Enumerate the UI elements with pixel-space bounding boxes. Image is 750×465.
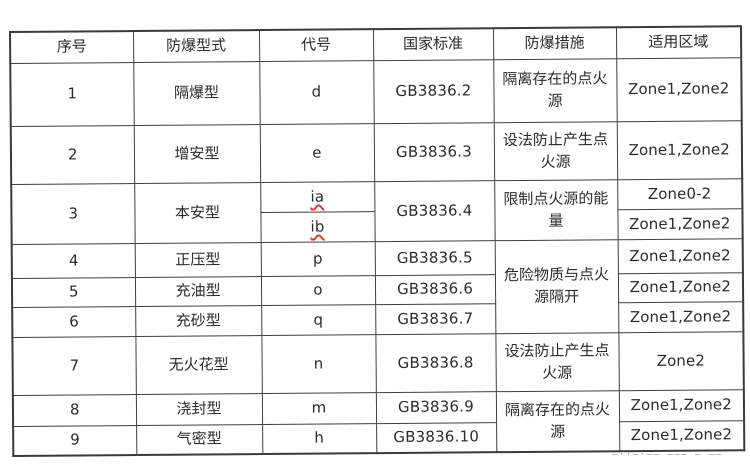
cell-code: h (262, 423, 377, 455)
cell-zones: Zone1,Zone2 (618, 301, 744, 333)
cell-type: 充油型 (134, 276, 262, 307)
cell-standard: GB3836.8 (375, 333, 496, 393)
table-row: 2 增安型 e GB3836.3 设法防止产生点火源 Zone1,Zone2 (10, 120, 743, 185)
cell-index: 8 (12, 394, 137, 427)
cell-zones: Zone1,Zone2 (619, 420, 745, 452)
cell-zones: Zone2 (618, 331, 744, 391)
cell-index: 9 (13, 425, 137, 456)
cell-measure: 设法防止产生点火源 (495, 332, 619, 392)
spellcheck-underline-text: ib (310, 217, 325, 236)
cell-index: 5 (11, 277, 136, 308)
cell-measure-merged: 隔离存在的点火源 (495, 390, 620, 453)
table-row: 4 正压型 p GB3836.5 危险物质与点火源隔开 Zone1,Zone2 (11, 238, 743, 334)
cell-zones: Zone1,Zone2 (616, 120, 743, 180)
cell-code: o (260, 275, 376, 306)
cell-zones-ia: Zone0-2 (617, 178, 743, 210)
cell-code: q (261, 304, 376, 336)
cell-index: 3 (11, 183, 135, 245)
cell-index: 2 (10, 125, 135, 185)
cell-measure: 设法防止产生点火源 (493, 121, 618, 181)
spellcheck-underline-text: ia (310, 187, 325, 206)
cell-standard: GB3836.5 (374, 240, 495, 276)
cell-measure-merged: 危险物质与点火源隔开 (494, 239, 619, 334)
table-row: 1 隔爆型 d GB3836.2 隔离存在的点火源 Zone1,Zone2 (10, 57, 742, 127)
cell-type: 气密型 (136, 424, 263, 456)
cell-zones: Zone1,Zone2 (618, 389, 745, 422)
cell-standard: GB3836.2 (373, 59, 494, 124)
cell-type: 浇封型 (135, 393, 263, 426)
cell-zones-ib: Zone1,Zone2 (617, 208, 743, 240)
header-cell-measure: 防爆措施 (492, 27, 617, 60)
cell-zones: Zone1,Zone2 (616, 57, 742, 122)
header-cell-standard: 国家标准 (372, 28, 494, 61)
cell-index: 1 (10, 62, 134, 127)
cell-code-ia: ia (260, 181, 375, 213)
table-row: 7 无火花型 n GB3836.8 设法防止产生点火源 Zone2 (12, 331, 744, 396)
cell-standard: GB3836.7 (375, 303, 496, 335)
header-cell-zones: 适用区域 (615, 26, 742, 59)
cell-zones: Zone1,Zone2 (617, 238, 743, 274)
cell-code: n (261, 334, 376, 394)
cell-zones: Zone1,Zone2 (617, 272, 744, 303)
cell-code: m (261, 392, 377, 425)
header-cell-index: 序号 (10, 31, 134, 64)
cell-standard: GB3836.6 (374, 274, 496, 305)
header-cell-code: 代号 (259, 29, 374, 62)
cell-code: e (259, 123, 375, 183)
cell-type: 充砂型 (135, 305, 262, 337)
cell-standard: GB3836.9 (375, 391, 497, 424)
cell-measure: 隔离存在的点火源 (493, 58, 617, 123)
cell-standard: GB3836.4 (374, 180, 495, 242)
cell-type: 增安型 (133, 124, 261, 184)
header-cell-type: 防爆型式 (133, 30, 260, 63)
cell-type: 正压型 (134, 242, 261, 278)
watermark-fragment: —··—·—— ——— — —— (612, 450, 723, 460)
cell-measure: 限制点火源的能量 (494, 179, 618, 241)
cell-index: 4 (11, 243, 135, 279)
cell-index: 6 (12, 306, 136, 338)
cell-standard: GB3836.10 (376, 422, 497, 454)
explosion-proof-types-table: 序号 防爆型式 代号 国家标准 防爆措施 适用区域 1 隔爆型 d GB3836… (9, 25, 746, 457)
cell-code: d (259, 60, 374, 125)
cell-type: 无火花型 (135, 335, 262, 395)
cell-type: 本安型 (134, 182, 261, 244)
cell-type: 隔爆型 (133, 61, 260, 126)
cell-index: 7 (12, 336, 136, 396)
cell-code: p (260, 241, 375, 277)
cell-code-ib: ib (260, 211, 375, 243)
cell-standard: GB3836.3 (373, 122, 495, 182)
